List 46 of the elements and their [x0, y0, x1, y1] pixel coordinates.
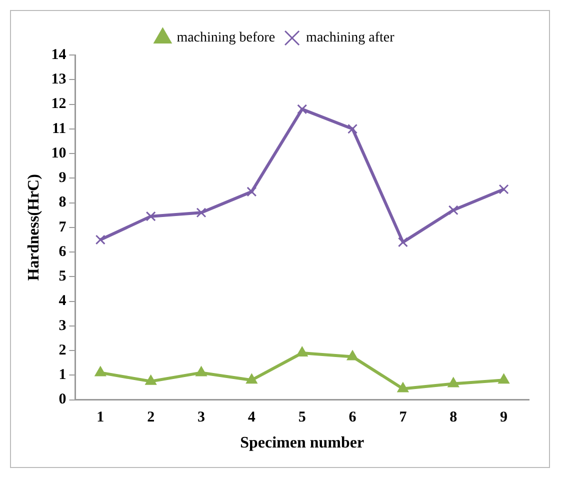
- x-tick-label: 4: [248, 410, 256, 426]
- point: [448, 205, 458, 216]
- point: [448, 377, 460, 388]
- y-tick-label: 12: [51, 96, 66, 112]
- point: [346, 350, 358, 360]
- point: [398, 237, 408, 248]
- y-tick-label: 5: [58, 268, 66, 285]
- y-tick-label: 14: [51, 46, 67, 63]
- y-tick-label: 1: [58, 367, 66, 384]
- y-tick-label: 6: [58, 244, 67, 260]
- point: [348, 124, 358, 134]
- point: [196, 366, 207, 376]
- point: [296, 346, 308, 357]
- point: [94, 366, 106, 376]
- x-axis-title: Specimen number: [240, 434, 364, 452]
- y-tick-label: 2: [58, 342, 66, 358]
- x-tick-label: 2: [147, 410, 155, 426]
- point: [146, 211, 156, 222]
- y-tick-label: 0: [58, 392, 66, 408]
- point: [246, 374, 258, 384]
- y-tick-label: 7: [58, 219, 67, 236]
- point: [145, 374, 157, 385]
- x-tick-label: 7: [399, 410, 408, 426]
- x-tick-label: 5: [298, 410, 306, 426]
- x-tick-label: 1: [96, 410, 104, 426]
- y-tick-label: 4: [58, 293, 67, 310]
- point: [246, 186, 257, 197]
- y-tick-label: 9: [58, 170, 66, 186]
- point: [397, 382, 409, 392]
- point: [95, 234, 106, 245]
- point: [196, 208, 206, 218]
- point: [498, 374, 510, 384]
- point: [297, 104, 308, 114]
- x-tick-label: 3: [198, 410, 206, 426]
- legend-label: machining after: [306, 30, 395, 46]
- x-tick-label: 6: [348, 410, 357, 426]
- y-tick-label: 11: [52, 120, 66, 137]
- legend-label: machining before: [176, 30, 276, 46]
- y-tick-label: 13: [51, 72, 66, 88]
- y-tick-label: 3: [58, 318, 66, 334]
- y-tick-label: 10: [51, 145, 66, 162]
- y-tick-label: 8: [58, 194, 66, 211]
- x-tick-label: 9: [500, 410, 508, 426]
- y-axis-title: Hardness(HrC): [26, 174, 43, 281]
- x-tick-label: 8: [450, 410, 458, 426]
- point: [498, 184, 509, 194]
